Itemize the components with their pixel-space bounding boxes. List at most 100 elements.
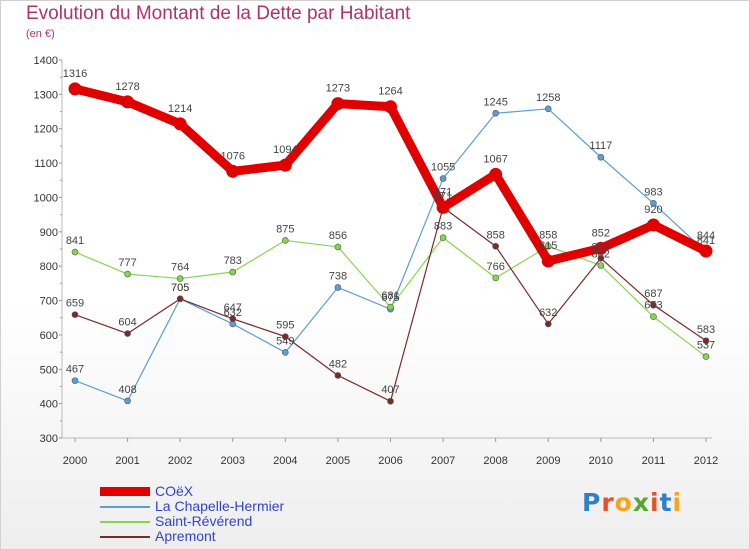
data-point xyxy=(331,97,345,111)
data-point xyxy=(650,199,657,207)
data-point xyxy=(387,397,394,405)
y-tick-label: 500 xyxy=(40,364,58,376)
data-point xyxy=(439,175,447,182)
data-label: 1055 xyxy=(431,162,455,174)
data-label: 595 xyxy=(276,320,294,332)
y-tick-label: 600 xyxy=(40,330,58,342)
data-point xyxy=(492,274,499,282)
logo-letter: o xyxy=(614,488,633,517)
data-label: 738 xyxy=(329,270,347,282)
data-point xyxy=(597,262,605,269)
data-point xyxy=(229,315,237,323)
data-label: 687 xyxy=(644,288,662,300)
data-label: 841 xyxy=(66,235,84,247)
y-tick-label: 1200 xyxy=(34,124,58,136)
data-label: 777 xyxy=(118,257,136,269)
legend-label: Apremont xyxy=(155,528,216,544)
data-label: 1094 xyxy=(273,144,297,156)
x-tick-label: 2003 xyxy=(221,455,245,467)
data-label: 407 xyxy=(381,384,399,396)
data-point xyxy=(699,244,713,258)
data-label: 983 xyxy=(644,186,662,198)
legend-label: La Chapelle-Hermier xyxy=(155,498,285,514)
y-tick-label: 1100 xyxy=(34,158,58,170)
data-point xyxy=(124,270,131,278)
y-tick-label: 1000 xyxy=(34,192,58,204)
data-point xyxy=(489,167,503,181)
data-label: 482 xyxy=(329,358,347,370)
data-label: 823 xyxy=(592,241,610,253)
legend-swatch xyxy=(100,487,150,496)
data-label: 971 xyxy=(434,190,452,202)
data-label: 537 xyxy=(697,340,715,352)
data-point xyxy=(436,200,450,214)
logo-letter: t xyxy=(659,488,673,517)
x-tick-label: 2006 xyxy=(378,455,402,467)
data-label: 1258 xyxy=(536,92,560,104)
data-label: 1076 xyxy=(221,150,245,162)
data-point xyxy=(541,254,555,268)
data-label: 408 xyxy=(118,384,136,396)
y-tick-label: 1300 xyxy=(34,89,58,101)
chart-subtitle: (en €) xyxy=(26,28,55,40)
logo-letter: x xyxy=(632,488,650,517)
data-point xyxy=(334,243,342,251)
data-point xyxy=(702,337,710,345)
data-label: 659 xyxy=(66,298,84,310)
data-label: 783 xyxy=(224,255,242,267)
y-tick-label: 700 xyxy=(40,296,58,308)
data-label: 632 xyxy=(224,307,242,319)
x-tick-label: 2012 xyxy=(694,455,718,467)
legend-label: COëX xyxy=(155,483,194,499)
data-point xyxy=(334,372,342,379)
data-point xyxy=(492,242,499,250)
data-point xyxy=(71,377,79,384)
data-point xyxy=(702,353,710,360)
data-label: 858 xyxy=(539,229,557,241)
data-label: 675 xyxy=(381,292,399,304)
x-tick-label: 2009 xyxy=(536,455,560,467)
data-point xyxy=(387,303,394,311)
data-label: 856 xyxy=(329,230,347,242)
data-point xyxy=(176,275,184,282)
data-label: 467 xyxy=(66,364,84,376)
data-point xyxy=(278,158,292,172)
legend-swatch xyxy=(100,535,150,538)
data-point xyxy=(121,95,135,109)
data-point xyxy=(282,349,289,356)
data-label: 852 xyxy=(592,227,610,239)
data-label: 1273 xyxy=(326,83,350,95)
data-point xyxy=(492,109,499,117)
data-label: 875 xyxy=(276,223,294,235)
x-tick-label: 2007 xyxy=(431,455,455,467)
chart-title: Evolution du Montant de la Dette par Hab… xyxy=(26,3,411,24)
data-label: 632 xyxy=(539,307,557,319)
x-tick-label: 2011 xyxy=(642,455,666,467)
data-label: 815 xyxy=(539,240,557,252)
data-label: 1278 xyxy=(115,81,139,93)
data-point xyxy=(439,234,447,241)
data-label: 549 xyxy=(276,335,294,347)
data-point xyxy=(334,284,342,291)
x-tick-label: 2008 xyxy=(483,455,507,467)
legend-swatch xyxy=(100,505,150,508)
y-tick-label: 300 xyxy=(40,433,58,445)
data-label: 844 xyxy=(697,230,715,242)
data-label: 583 xyxy=(697,324,715,336)
data-point xyxy=(597,254,605,262)
data-label: 920 xyxy=(644,204,662,216)
data-label: 604 xyxy=(118,317,136,329)
logo-letter: P xyxy=(582,488,602,517)
data-point xyxy=(71,248,79,256)
data-point xyxy=(650,301,657,309)
data-label: 802 xyxy=(592,248,610,260)
logo-letter: i xyxy=(650,488,660,517)
data-label: 971 xyxy=(434,186,452,198)
data-label: 858 xyxy=(486,229,504,241)
data-point xyxy=(124,330,131,337)
x-tick-label: 2001 xyxy=(115,455,139,467)
x-tick-label: 2004 xyxy=(273,455,297,467)
data-label: 647 xyxy=(224,302,242,314)
y-tick-label: 1400 xyxy=(34,55,58,67)
